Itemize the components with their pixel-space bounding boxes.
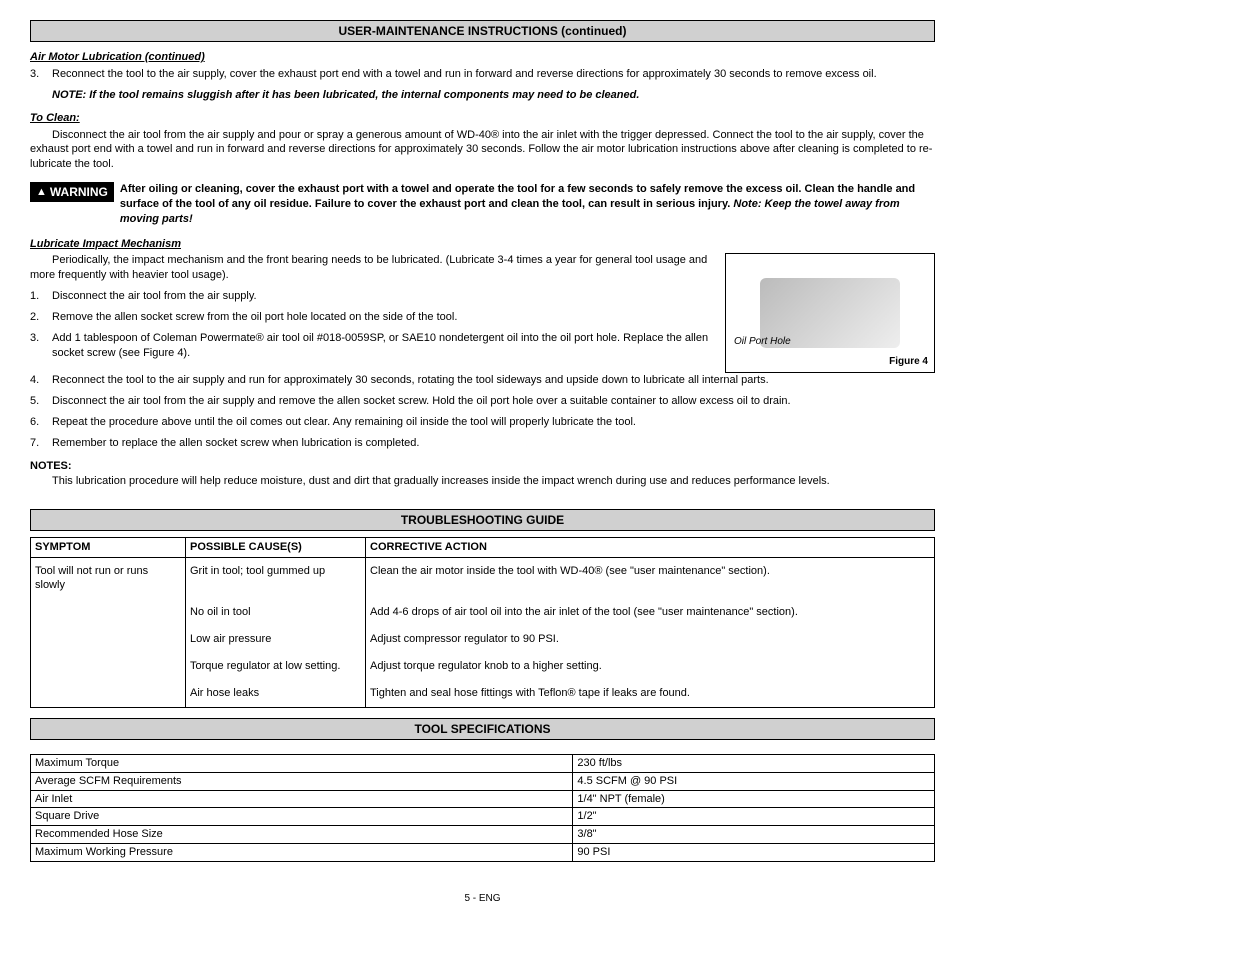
section-header-troubleshooting: TROUBLESHOOTING GUIDE xyxy=(30,509,935,531)
subhead-air-motor: Air Motor Lubrication (continued) xyxy=(30,50,935,65)
table-row: No oil in tool Add 4-6 drops of air tool… xyxy=(31,599,935,626)
cell-cause: No oil in tool xyxy=(186,599,366,626)
cell-symptom xyxy=(31,626,186,653)
item-number: 2. xyxy=(30,310,52,325)
spec-key: Air Inlet xyxy=(31,790,573,808)
page-footer: 5 - ENG xyxy=(30,892,935,906)
table-row: Recommended Hose Size3/8" xyxy=(31,826,935,844)
spec-val: 230 ft/lbs xyxy=(573,754,935,772)
spec-key: Average SCFM Requirements xyxy=(31,772,573,790)
cell-action: Clean the air motor inside the tool with… xyxy=(366,557,935,599)
col-cause: POSSIBLE CAUSE(S) xyxy=(186,537,366,557)
list-item: 1. Disconnect the air tool from the air … xyxy=(30,289,713,304)
warning-icon: ▲ xyxy=(36,185,47,200)
spec-key: Maximum Torque xyxy=(31,754,573,772)
list-item: 4. Reconnect the tool to the air supply … xyxy=(30,373,935,388)
spec-val: 90 PSI xyxy=(573,844,935,862)
paragraph: Disconnect the air tool from the air sup… xyxy=(30,128,935,173)
figure-annotation: Oil Port Hole xyxy=(734,335,791,349)
item-number: 5. xyxy=(30,394,52,409)
figure-4: Oil Port Hole Figure 4 xyxy=(725,253,935,373)
subhead-clean: To Clean: xyxy=(30,111,935,126)
item-text: Remember to replace the allen socket scr… xyxy=(52,436,935,451)
spec-key: Maximum Working Pressure xyxy=(31,844,573,862)
item-number: 7. xyxy=(30,436,52,451)
item-number: 1. xyxy=(30,289,52,304)
item-text: Add 1 tablespoon of Coleman Powermate® a… xyxy=(52,331,713,361)
troubleshooting-table: SYMPTOM POSSIBLE CAUSE(S) CORRECTIVE ACT… xyxy=(30,537,935,708)
cell-symptom xyxy=(31,599,186,626)
table-row: Low air pressure Adjust compressor regul… xyxy=(31,626,935,653)
spec-key: Square Drive xyxy=(31,808,573,826)
col-symptom: SYMPTOM xyxy=(31,537,186,557)
subhead-lubricate: Lubricate Impact Mechanism xyxy=(30,237,935,252)
spec-val: 4.5 SCFM @ 90 PSI xyxy=(573,772,935,790)
table-row: Air hose leaks Tighten and seal hose fit… xyxy=(31,680,935,707)
cell-cause: Low air pressure xyxy=(186,626,366,653)
cell-action: Adjust torque regulator knob to a higher… xyxy=(366,653,935,680)
item-number: 3. xyxy=(30,331,52,361)
cell-cause: Grit in tool; tool gummed up xyxy=(186,557,366,599)
cell-action: Add 4-6 drops of air tool oil into the a… xyxy=(366,599,935,626)
list-item: 3. Add 1 tablespoon of Coleman Powermate… xyxy=(30,331,713,361)
table-row: Average SCFM Requirements4.5 SCFM @ 90 P… xyxy=(31,772,935,790)
cell-symptom: Tool will not run or runs slowly xyxy=(31,557,186,599)
item-text: Repeat the procedure above until the oil… xyxy=(52,415,935,430)
spec-table: Maximum Torque230 ft/lbs Average SCFM Re… xyxy=(30,754,935,862)
list-item: 2. Remove the allen socket screw from th… xyxy=(30,310,713,325)
notes-heading: NOTES: xyxy=(30,459,935,474)
list-item: 5. Disconnect the air tool from the air … xyxy=(30,394,935,409)
paragraph: This lubrication procedure will help red… xyxy=(30,474,935,489)
item-number: 3. xyxy=(30,67,52,82)
cell-symptom xyxy=(31,653,186,680)
table-row: Maximum Working Pressure90 PSI xyxy=(31,844,935,862)
item-text: Disconnect the air tool from the air sup… xyxy=(52,289,713,304)
cell-cause: Air hose leaks xyxy=(186,680,366,707)
item-text: Disconnect the air tool from the air sup… xyxy=(52,394,935,409)
table-row: Tool will not run or runs slowly Grit in… xyxy=(31,557,935,599)
item-text: Reconnect the tool to the air supply and… xyxy=(52,373,935,388)
item-number: 6. xyxy=(30,415,52,430)
table-row: Torque regulator at low setting. Adjust … xyxy=(31,653,935,680)
cell-action: Adjust compressor regulator to 90 PSI. xyxy=(366,626,935,653)
paragraph: Periodically, the impact mechanism and t… xyxy=(30,253,713,283)
list-item: 6. Repeat the procedure above until the … xyxy=(30,415,935,430)
figure-caption: Figure 4 xyxy=(889,355,928,369)
note-text: NOTE: If the tool remains sluggish after… xyxy=(52,88,935,103)
item-text: Reconnect the tool to the air supply, co… xyxy=(52,67,935,82)
warning-label: WARNING xyxy=(50,184,108,200)
warning-text: After oiling or cleaning, cover the exha… xyxy=(118,182,935,227)
spec-val: 3/8" xyxy=(573,826,935,844)
section-header-specs: TOOL SPECIFICATIONS xyxy=(30,718,935,740)
cell-cause: Torque regulator at low setting. xyxy=(186,653,366,680)
item-text: Remove the allen socket screw from the o… xyxy=(52,310,713,325)
table-row: Maximum Torque230 ft/lbs xyxy=(31,754,935,772)
spec-key: Recommended Hose Size xyxy=(31,826,573,844)
warning-badge: ▲ WARNING xyxy=(30,182,114,202)
item-number: 4. xyxy=(30,373,52,388)
col-action: CORRECTIVE ACTION xyxy=(366,537,935,557)
section-header-maintenance: USER-MAINTENANCE INSTRUCTIONS (continued… xyxy=(30,20,935,42)
warning-block: ▲ WARNING After oiling or cleaning, cove… xyxy=(30,182,935,227)
table-row: Square Drive1/2" xyxy=(31,808,935,826)
cell-action: Tighten and seal hose fittings with Tefl… xyxy=(366,680,935,707)
list-item: 7. Remember to replace the allen socket … xyxy=(30,436,935,451)
cell-symptom xyxy=(31,680,186,707)
spec-val: 1/2" xyxy=(573,808,935,826)
list-item: 3. Reconnect the tool to the air supply,… xyxy=(30,67,935,82)
table-row: Air Inlet1/4" NPT (female) xyxy=(31,790,935,808)
spec-val: 1/4" NPT (female) xyxy=(573,790,935,808)
table-header-row: SYMPTOM POSSIBLE CAUSE(S) CORRECTIVE ACT… xyxy=(31,537,935,557)
